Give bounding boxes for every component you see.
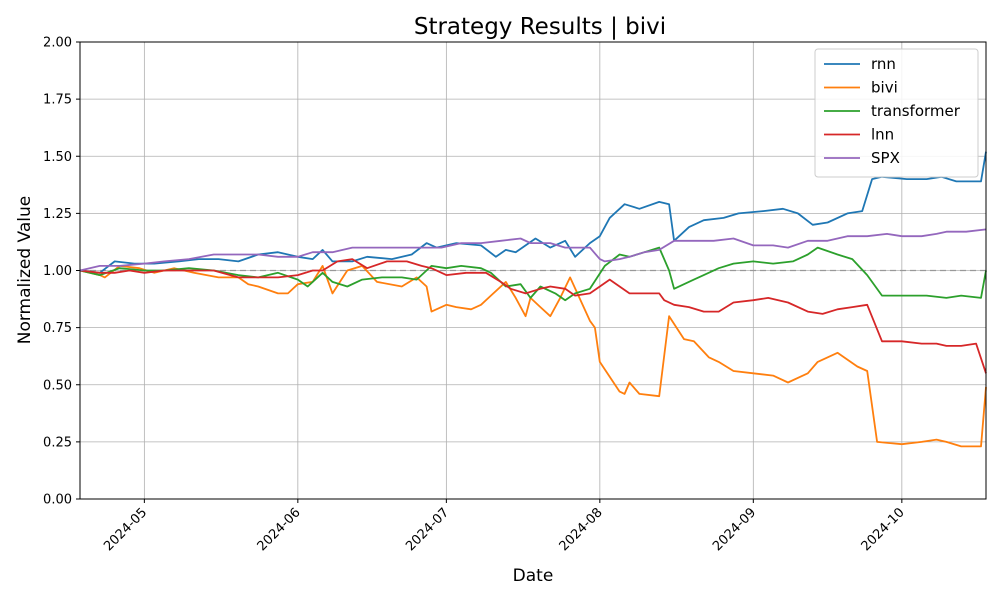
y-axis-ticks: 0.00 0.25 0.50 0.75 1.00 1.25 1.50 1.75 2.00 [43,36,80,508]
chart-title: Strategy Results | bivi [414,14,666,40]
y-tick-label: 0.25 [43,435,72,450]
series-lines [79,151,987,448]
legend-box [814,48,979,178]
y-tick-label: 1.00 [43,264,72,279]
legend-label-rnn: rnn [871,55,896,73]
y-tick-label: 0.50 [43,378,72,393]
series-line-lnn [79,258,987,374]
x-axis-title: Date [513,566,554,586]
legend-label-spx: SPX [871,149,900,167]
y-tick-label: 1.75 [43,93,72,108]
y-tick-label: 1.25 [43,207,72,222]
y-tick-label: 0.75 [43,321,72,336]
legend: rnn bivi transformer lnn SPX [814,48,979,178]
legend-items: rnn bivi transformer lnn SPX [824,55,961,167]
y-tick-label: 0.00 [43,493,72,508]
y-axis-title: Normalized Value [15,196,35,345]
legend-label-transformer: transformer [871,102,961,120]
legend-label-bivi: bivi [871,79,898,97]
y-tick-label: 1.50 [43,150,72,165]
y-tick-label: 2.00 [43,36,72,51]
series-line-bivi [79,264,987,448]
series-line-spx [79,228,987,272]
legend-label-lnn: lnn [871,126,894,144]
series-line-rnn [79,151,987,274]
